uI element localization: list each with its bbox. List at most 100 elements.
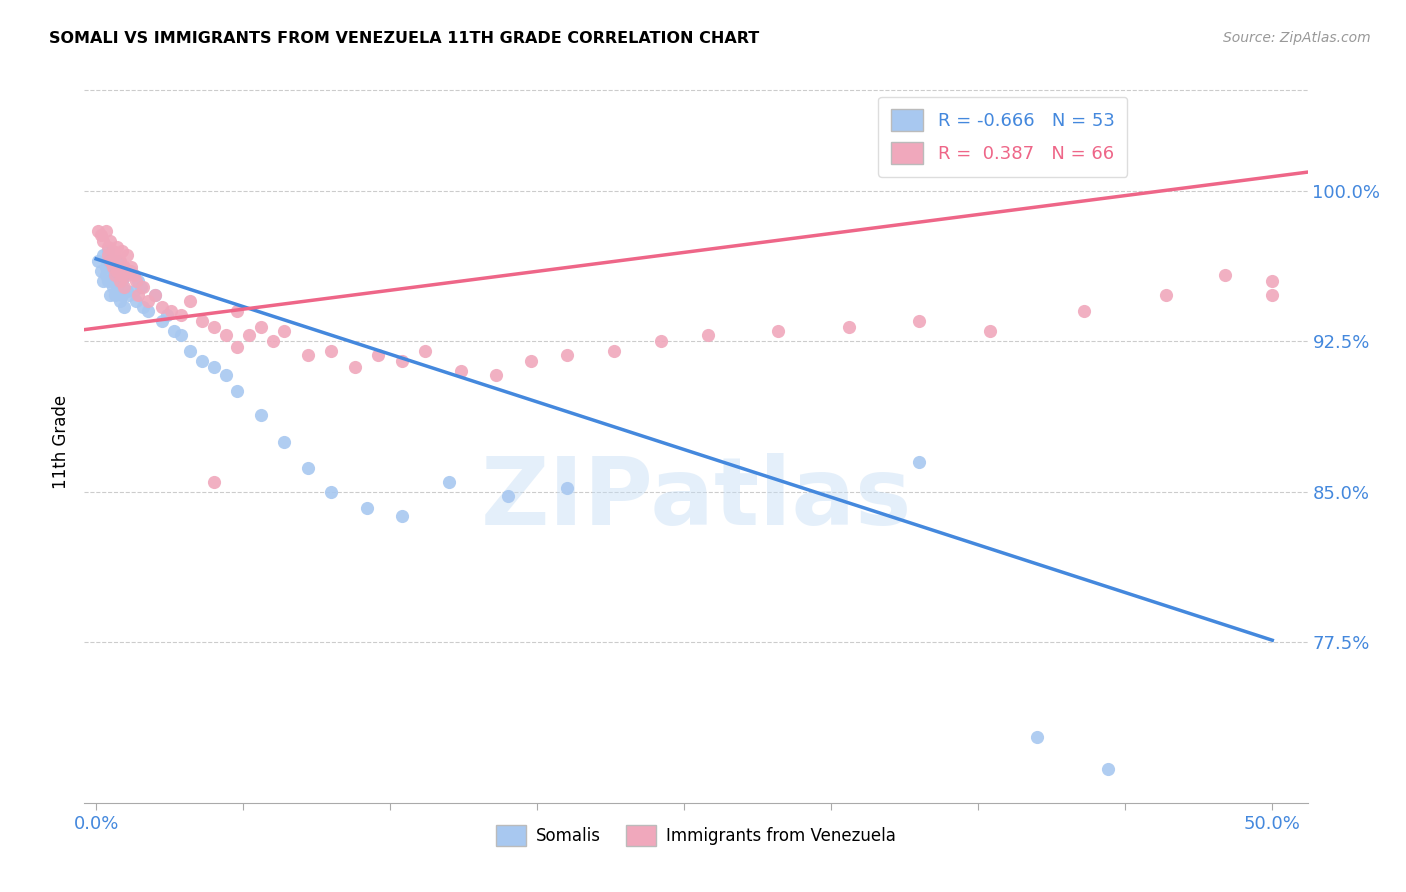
Point <box>249 320 271 334</box>
Point <box>90 264 112 278</box>
Point <box>94 224 117 238</box>
Point <box>202 475 225 489</box>
Point <box>112 260 135 274</box>
Point <box>125 293 148 308</box>
Point <box>111 244 134 258</box>
Point <box>415 344 437 359</box>
Point <box>98 288 121 302</box>
Point <box>226 304 249 318</box>
Point <box>238 328 260 343</box>
Point <box>105 240 128 254</box>
Point <box>143 288 166 302</box>
Point <box>104 268 127 282</box>
Point <box>108 293 131 308</box>
Point <box>108 253 131 268</box>
Point <box>170 308 193 322</box>
Point <box>163 324 186 338</box>
Point <box>602 344 624 359</box>
Point <box>321 484 343 499</box>
Point <box>150 314 173 328</box>
Point <box>120 264 142 278</box>
Point <box>391 354 413 368</box>
Point <box>650 334 672 348</box>
Point <box>108 274 131 288</box>
Point <box>118 264 141 278</box>
Point <box>129 280 152 294</box>
Point <box>91 234 114 248</box>
Point <box>1261 274 1284 288</box>
Point <box>105 280 128 294</box>
Point <box>104 248 127 262</box>
Point <box>87 253 110 268</box>
Point <box>94 268 117 282</box>
Point <box>1097 762 1119 776</box>
Point <box>112 280 135 294</box>
Point <box>104 288 127 302</box>
Point <box>450 364 472 378</box>
Point <box>91 274 114 288</box>
Point <box>202 320 225 334</box>
Point <box>520 354 543 368</box>
Point <box>97 248 120 262</box>
Point <box>1213 268 1236 282</box>
Point <box>111 274 134 288</box>
Point <box>98 258 121 272</box>
Point <box>125 274 148 288</box>
Point <box>94 260 117 274</box>
Point <box>226 384 249 399</box>
Point <box>1261 288 1284 302</box>
Point <box>101 264 124 278</box>
Point <box>485 368 508 383</box>
Point <box>437 475 460 489</box>
Point <box>111 268 134 282</box>
Point <box>191 314 214 328</box>
Point <box>273 434 295 449</box>
Y-axis label: 11th Grade: 11th Grade <box>52 394 70 489</box>
Point <box>97 244 120 258</box>
Point <box>97 240 120 254</box>
Text: ZIPatlas: ZIPatlas <box>481 453 911 545</box>
Point <box>104 274 127 288</box>
Point <box>150 300 173 314</box>
Text: Source: ZipAtlas.com: Source: ZipAtlas.com <box>1223 31 1371 45</box>
Point <box>496 489 519 503</box>
Legend: Somalis, Immigrants from Venezuela: Somalis, Immigrants from Venezuela <box>489 819 903 852</box>
Point <box>143 288 166 302</box>
Point <box>132 300 155 314</box>
Point <box>179 344 201 359</box>
Point <box>555 481 578 495</box>
Point <box>343 360 366 375</box>
Point <box>101 260 124 274</box>
Point <box>321 344 343 359</box>
Text: SOMALI VS IMMIGRANTS FROM VENEZUELA 11TH GRADE CORRELATION CHART: SOMALI VS IMMIGRANTS FROM VENEZUELA 11TH… <box>49 31 759 46</box>
Point <box>391 508 413 523</box>
Point <box>127 274 149 288</box>
Point <box>127 288 149 302</box>
Point <box>214 368 236 383</box>
Point <box>115 248 138 262</box>
Point <box>122 268 145 282</box>
Point <box>105 264 128 278</box>
Point <box>297 460 319 475</box>
Point <box>90 227 112 242</box>
Point <box>118 288 141 302</box>
Point <box>249 409 271 423</box>
Point <box>356 500 378 515</box>
Point <box>297 348 319 362</box>
Point <box>1073 304 1095 318</box>
Point <box>97 274 120 288</box>
Point <box>838 320 860 334</box>
Point <box>768 324 790 338</box>
Point <box>226 340 249 354</box>
Point <box>367 348 389 362</box>
Point <box>91 248 114 262</box>
Point <box>262 334 284 348</box>
Point <box>115 268 138 282</box>
Point <box>98 253 121 268</box>
Point <box>1026 730 1049 744</box>
Point <box>156 308 179 322</box>
Point <box>136 293 159 308</box>
Point <box>191 354 214 368</box>
Point <box>136 304 159 318</box>
Point <box>105 253 128 268</box>
